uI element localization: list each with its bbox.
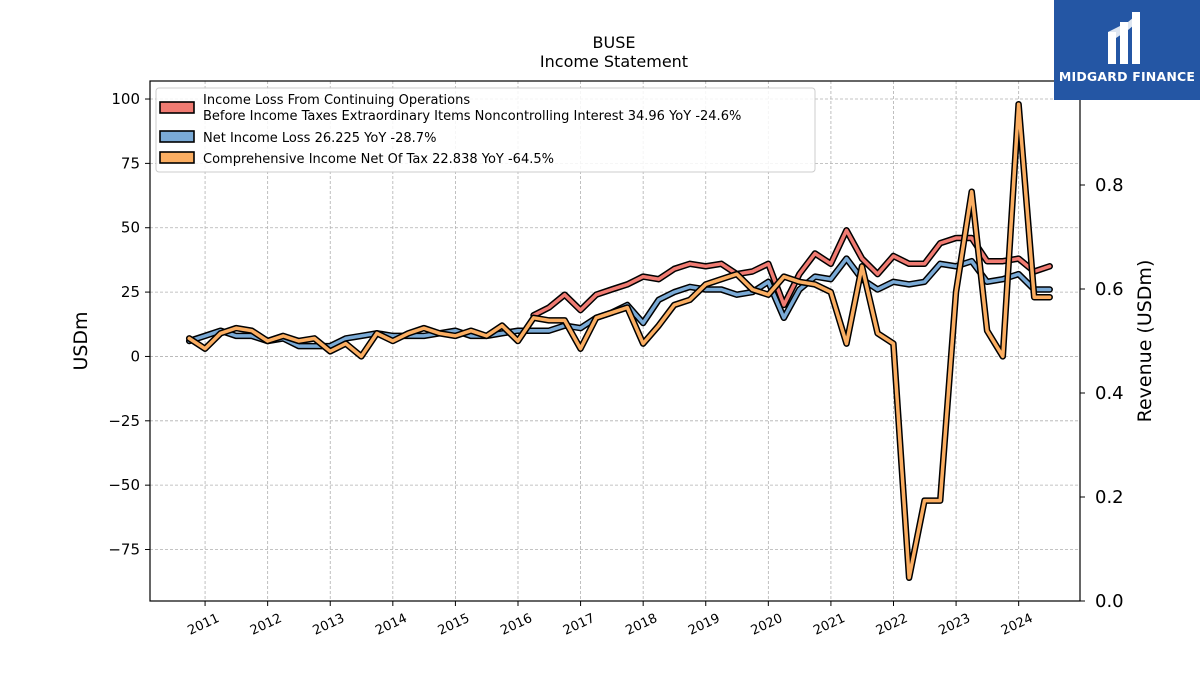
series-comprehensive-income-line	[187, 102, 1052, 580]
y-tick-label: 75	[121, 154, 140, 172]
y-tick-label: 0	[130, 347, 140, 365]
y-axis-left: −75 −50 −25 0 25 50 75 100	[108, 90, 150, 559]
series-layer	[185, 100, 1053, 582]
logo-icon	[1108, 12, 1140, 64]
y-right-tick-label: 0.0	[1095, 591, 1124, 612]
legend-box	[155, 87, 816, 173]
y-tick-label: −50	[108, 476, 140, 494]
y-tick-label: 25	[121, 283, 140, 301]
y-right-tick-label: 0.6	[1095, 279, 1124, 300]
legend-swatch	[159, 101, 195, 114]
legend-swatch	[159, 130, 195, 143]
chart-title: BUSE	[593, 33, 636, 52]
logo-text: MIDGARD FINANCE	[1058, 69, 1196, 84]
y-tick-label: 50	[121, 219, 140, 237]
y-right-tick-label: 0.8	[1095, 175, 1124, 196]
legend-label: Comprehensive Income Net Of Tax 22.838 Y…	[203, 152, 554, 167]
brand-logo: MIDGARD FINANCE	[1054, 0, 1200, 100]
y-right-tick-label: 0.2	[1095, 487, 1124, 508]
y-tick-label: −75	[108, 541, 140, 559]
legend-label: Income Loss From Continuing Operations	[203, 93, 470, 108]
y-axis-label: USDm	[70, 311, 92, 370]
plot-frame	[149, 80, 1081, 602]
y-axis-right: 0.0 0.2 0.4 0.6 0.8	[1080, 175, 1124, 612]
legend-label: Net Income Loss 26.225 YoY -28.7%	[203, 131, 436, 146]
y-right-tick-label: 0.4	[1095, 383, 1124, 404]
chart-subtitle: Income Statement	[540, 52, 688, 71]
legend: Income Loss From Continuing OperationsBe…	[155, 87, 816, 173]
y-axis-right-label: Revenue (USDm)	[1134, 260, 1156, 423]
y-tick-label: −25	[108, 412, 140, 430]
legend-swatch	[159, 151, 195, 164]
y-tick-label: 100	[111, 90, 140, 108]
legend-label: Before Income Taxes Extraordinary Items …	[203, 109, 741, 124]
